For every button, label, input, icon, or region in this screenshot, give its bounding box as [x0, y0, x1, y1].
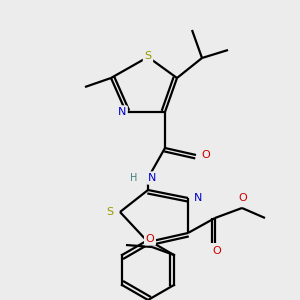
Text: H: H: [130, 173, 138, 183]
Text: O: O: [238, 193, 247, 203]
Text: S: S: [106, 207, 114, 217]
Text: N: N: [148, 173, 156, 183]
Text: O: O: [146, 234, 154, 244]
Text: O: O: [213, 246, 221, 256]
Text: N: N: [194, 193, 202, 203]
Text: O: O: [202, 150, 210, 160]
Text: S: S: [144, 51, 152, 61]
Text: N: N: [118, 107, 126, 117]
